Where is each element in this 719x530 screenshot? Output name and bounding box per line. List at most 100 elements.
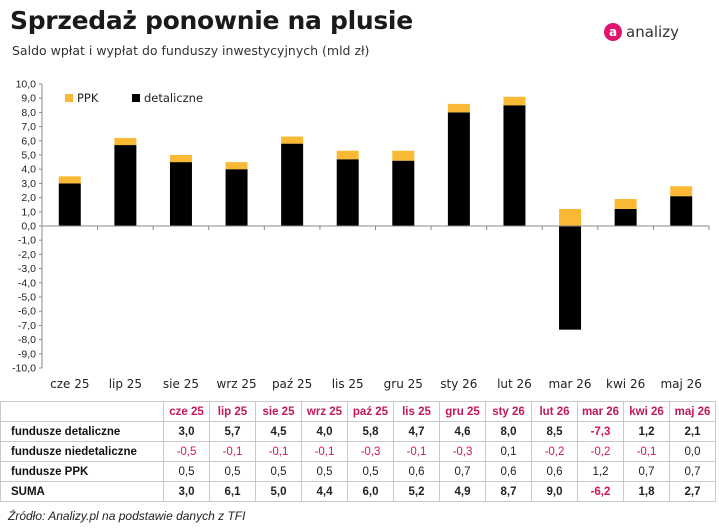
table-cell: 4,6: [439, 421, 486, 442]
data-table: cze 25 lip 25 sie 25 wrz 25 paź 25 lis 25 gru …: [0, 401, 716, 502]
table-column-header: sty 26: [485, 401, 532, 422]
bar-ppk: [503, 96, 526, 106]
y-tick-label: -9,0: [18, 348, 36, 360]
table-column-header: lis 25: [393, 401, 440, 422]
y-tick-label: 1,0: [21, 206, 36, 218]
table-cell: -0,2: [577, 441, 624, 462]
table-cell: 5,7: [209, 421, 256, 442]
table-cell: 1,8: [623, 481, 670, 502]
table-cell: 2,1: [669, 421, 716, 442]
table-cell: 5,0: [255, 481, 302, 502]
y-tick-label: 9,0: [21, 93, 36, 105]
analizy-logo: a analizy: [604, 20, 679, 44]
table-cell: -0,3: [347, 441, 394, 462]
y-tick-label: 4,0: [21, 164, 36, 176]
bar-ppk: [670, 186, 693, 197]
chart-title: Sprzedaż ponownie na plusie: [10, 6, 413, 35]
chart-subtitle: Saldo wpłat i wypłat do funduszy inwesty…: [12, 43, 370, 58]
bar-detaliczne: [281, 143, 304, 226]
table-row: fundusze detaliczne 3,0 5,7 4,5 4,0 5,8 4,7 4,6…: [0, 421, 716, 442]
y-tick-label: -3,0: [18, 263, 36, 275]
table-cell: -7,3: [577, 421, 624, 442]
table-cell: 3,0: [163, 481, 210, 502]
table-cell: 0,7: [439, 461, 486, 482]
x-tick-label: wrz 25: [216, 377, 256, 391]
table-cell: -6,2: [577, 481, 624, 502]
table-column-header: lip 25: [209, 401, 256, 422]
table-cell: -0,3: [439, 441, 486, 462]
table-cell: 4,7: [393, 421, 440, 442]
y-tick-label: 0,0: [21, 221, 36, 233]
table-cell: 5,2: [393, 481, 440, 502]
analizy-logo-icon: a: [604, 23, 622, 41]
table-row-label: fundusze detaliczne: [0, 421, 164, 442]
bar-ppk: [614, 199, 637, 209]
table-cell: 0,7: [623, 461, 670, 482]
y-tick-label: 8,0: [21, 107, 36, 119]
table-cell: 6,1: [209, 481, 256, 502]
bar-ppk: [559, 208, 582, 226]
y-tick-label: -8,0: [18, 334, 36, 346]
stacked-bar-chart: 10,0 9,0 8,0 7,0 6,0 5,0 4,0 3,0 2,0 1,0 0,0 -1,0 -2…: [12, 79, 710, 391]
table-column-header: cze 25: [163, 401, 210, 422]
bar-ppk: [447, 103, 470, 113]
table-cell: -0,1: [301, 441, 348, 462]
table-cell: 4,0: [301, 421, 348, 442]
y-tick-label: -1,0: [18, 235, 36, 247]
x-tick-label: paź 25: [272, 377, 312, 391]
y-tick-label: 6,0: [21, 135, 36, 147]
y-tick-label: 10,0: [16, 79, 37, 91]
y-tick-label: -2,0: [18, 249, 36, 261]
legend-label-detaliczne: detaliczne: [144, 91, 203, 105]
bar-ppk: [225, 162, 248, 170]
table-row-label: fundusze niedetaliczne: [0, 441, 164, 462]
table-column-header: lut 26: [531, 401, 578, 422]
table-cell: 1,2: [577, 461, 624, 482]
y-tick-label: 2,0: [21, 192, 36, 204]
table-cell: 0,7: [669, 461, 716, 482]
table-row-label: SUMA: [0, 481, 164, 502]
analizy-logo-text: analizy: [626, 23, 679, 41]
table-cell: 0,6: [393, 461, 440, 482]
table-cell: 0,5: [301, 461, 348, 482]
x-tick-label: lut 26: [497, 377, 532, 391]
table-cell: 8,7: [485, 481, 532, 502]
table-row: fundusze PPK 0,5 0,5 0,5 0,5 0,5 0,6 0,7 0,6 0,6 1…: [0, 461, 716, 482]
table-cell: -0,1: [393, 441, 440, 462]
x-tick-label: cze 25: [50, 377, 89, 391]
x-tick-label: sie 25: [163, 377, 199, 391]
bar-detaliczne: [670, 196, 693, 226]
table-row-label: fundusze PPK: [0, 461, 164, 482]
table-cell: -0,1: [623, 441, 670, 462]
table-cell: 8,0: [485, 421, 532, 442]
source-note: Źródło: Analizy.pl na podstawie danych z…: [8, 509, 246, 523]
table-row: fundusze niedetaliczne -0,5 -0,1 -0,1 -0,1 -0…: [0, 441, 716, 462]
table-cell: 1,2: [623, 421, 670, 442]
bar-detaliczne: [336, 159, 359, 226]
bar-detaliczne: [447, 112, 470, 226]
y-tick-label: -5,0: [18, 292, 36, 304]
bar-detaliczne: [169, 162, 192, 226]
table-cell: 8,5: [531, 421, 578, 442]
table-corner-cell: [0, 401, 164, 422]
x-tick-label: lip 25: [109, 377, 142, 391]
table-cell: 0,5: [347, 461, 394, 482]
bar-detaliczne: [225, 169, 248, 226]
y-tick-label: -7,0: [18, 320, 36, 332]
bar-ppk: [392, 150, 415, 161]
table-cell: 6,0: [347, 481, 394, 502]
table-cell: -0,1: [209, 441, 256, 462]
table-cell: 0,5: [255, 461, 302, 482]
table-cell: 3,0: [163, 421, 210, 442]
table-body: fundusze detaliczne 3,0 5,7 4,5 4,0 5,8 4,7 4,6…: [0, 421, 716, 502]
table-cell: 4,9: [439, 481, 486, 502]
table-cell: -0,5: [163, 441, 210, 462]
table-cell: 0,0: [669, 441, 716, 462]
bar-detaliczne: [392, 160, 415, 226]
legend-label-ppk: PPK: [77, 91, 99, 105]
table-cell: 4,5: [255, 421, 302, 442]
y-tick-label: -4,0: [18, 277, 36, 289]
table-column-header: mar 26: [577, 401, 624, 422]
table-cell: 0,5: [163, 461, 210, 482]
x-tick-label: mar 26: [549, 377, 592, 391]
